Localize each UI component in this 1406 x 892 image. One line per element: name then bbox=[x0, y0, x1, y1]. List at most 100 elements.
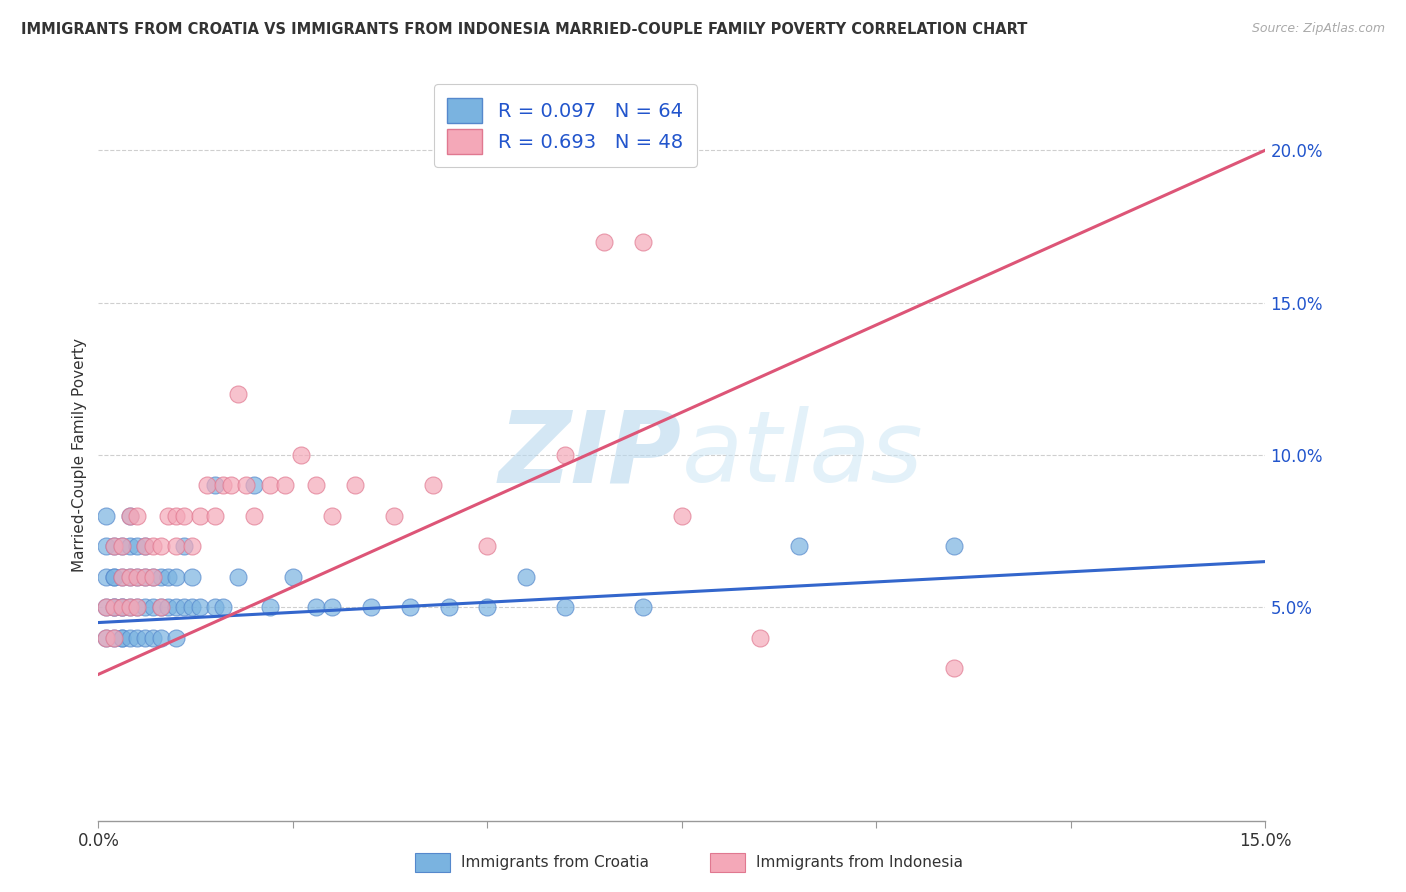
Point bbox=[149, 600, 172, 615]
Point bbox=[134, 570, 156, 584]
Point bbox=[96, 600, 118, 615]
Point bbox=[204, 508, 226, 523]
Point bbox=[204, 478, 226, 492]
Point bbox=[321, 508, 343, 523]
Text: IMMIGRANTS FROM CROATIA VS IMMIGRANTS FROM INDONESIA MARRIED-COUPLE FAMILY POVER: IMMIGRANTS FROM CROATIA VS IMMIGRANTS FR… bbox=[21, 22, 1028, 37]
Point bbox=[180, 539, 202, 553]
Point bbox=[118, 570, 141, 584]
Point bbox=[157, 600, 180, 615]
Point bbox=[165, 539, 187, 553]
Point bbox=[142, 631, 165, 645]
Point bbox=[118, 539, 141, 553]
Point bbox=[103, 600, 125, 615]
Text: Immigrants from Croatia: Immigrants from Croatia bbox=[461, 855, 650, 870]
Point bbox=[118, 508, 141, 523]
Point bbox=[149, 539, 172, 553]
Point bbox=[134, 600, 156, 615]
Point bbox=[96, 508, 118, 523]
Point bbox=[281, 570, 304, 584]
Point bbox=[149, 631, 172, 645]
Point bbox=[180, 570, 202, 584]
Point bbox=[111, 600, 134, 615]
Point bbox=[173, 539, 195, 553]
Point bbox=[103, 570, 125, 584]
Point bbox=[671, 508, 693, 523]
Point bbox=[554, 600, 576, 615]
Point bbox=[173, 600, 195, 615]
Point bbox=[103, 539, 125, 553]
Point bbox=[477, 600, 499, 615]
Point bbox=[631, 600, 654, 615]
Point bbox=[111, 539, 134, 553]
Point bbox=[398, 600, 420, 615]
Point bbox=[118, 631, 141, 645]
Point bbox=[188, 508, 211, 523]
Point bbox=[118, 570, 141, 584]
Point bbox=[305, 600, 328, 615]
Point bbox=[118, 508, 141, 523]
Point bbox=[748, 631, 770, 645]
Point bbox=[631, 235, 654, 249]
Point bbox=[204, 600, 226, 615]
Point bbox=[134, 539, 156, 553]
Text: Source: ZipAtlas.com: Source: ZipAtlas.com bbox=[1251, 22, 1385, 36]
Point bbox=[96, 570, 118, 584]
Point bbox=[149, 570, 172, 584]
Point bbox=[437, 600, 460, 615]
Point bbox=[157, 570, 180, 584]
Point bbox=[165, 631, 187, 645]
Point bbox=[142, 539, 165, 553]
Point bbox=[111, 600, 134, 615]
Point bbox=[235, 478, 257, 492]
Point bbox=[96, 600, 118, 615]
Point bbox=[111, 631, 134, 645]
Point bbox=[103, 600, 125, 615]
Point bbox=[142, 600, 165, 615]
Point bbox=[111, 570, 134, 584]
Point bbox=[127, 600, 149, 615]
Point bbox=[149, 600, 172, 615]
Point bbox=[165, 570, 187, 584]
Point bbox=[111, 600, 134, 615]
Point bbox=[111, 539, 134, 553]
Point bbox=[127, 539, 149, 553]
Point bbox=[259, 600, 281, 615]
Y-axis label: Married-Couple Family Poverty: Married-Couple Family Poverty bbox=[72, 338, 87, 572]
Point bbox=[103, 631, 125, 645]
Point bbox=[290, 448, 312, 462]
Point bbox=[477, 539, 499, 553]
Point bbox=[305, 478, 328, 492]
Point bbox=[219, 478, 242, 492]
Point bbox=[142, 570, 165, 584]
Point bbox=[228, 387, 250, 401]
Point bbox=[111, 570, 134, 584]
Point bbox=[134, 631, 156, 645]
Point bbox=[134, 570, 156, 584]
Point bbox=[228, 570, 250, 584]
Point bbox=[554, 448, 576, 462]
Point bbox=[593, 235, 616, 249]
Point bbox=[212, 478, 235, 492]
Point bbox=[96, 631, 118, 645]
Point bbox=[243, 478, 266, 492]
Point bbox=[787, 539, 810, 553]
Point bbox=[134, 539, 156, 553]
Point bbox=[96, 539, 118, 553]
Point bbox=[274, 478, 297, 492]
Point bbox=[188, 600, 211, 615]
Point bbox=[103, 570, 125, 584]
Text: ZIP: ZIP bbox=[499, 407, 682, 503]
Point bbox=[127, 570, 149, 584]
Point bbox=[180, 600, 202, 615]
Point bbox=[127, 570, 149, 584]
Point bbox=[259, 478, 281, 492]
Point bbox=[111, 631, 134, 645]
Point bbox=[96, 631, 118, 645]
Point bbox=[157, 508, 180, 523]
Point bbox=[344, 478, 367, 492]
Text: atlas: atlas bbox=[682, 407, 924, 503]
Point bbox=[118, 600, 141, 615]
Point bbox=[212, 600, 235, 615]
Point bbox=[173, 508, 195, 523]
Point bbox=[118, 600, 141, 615]
